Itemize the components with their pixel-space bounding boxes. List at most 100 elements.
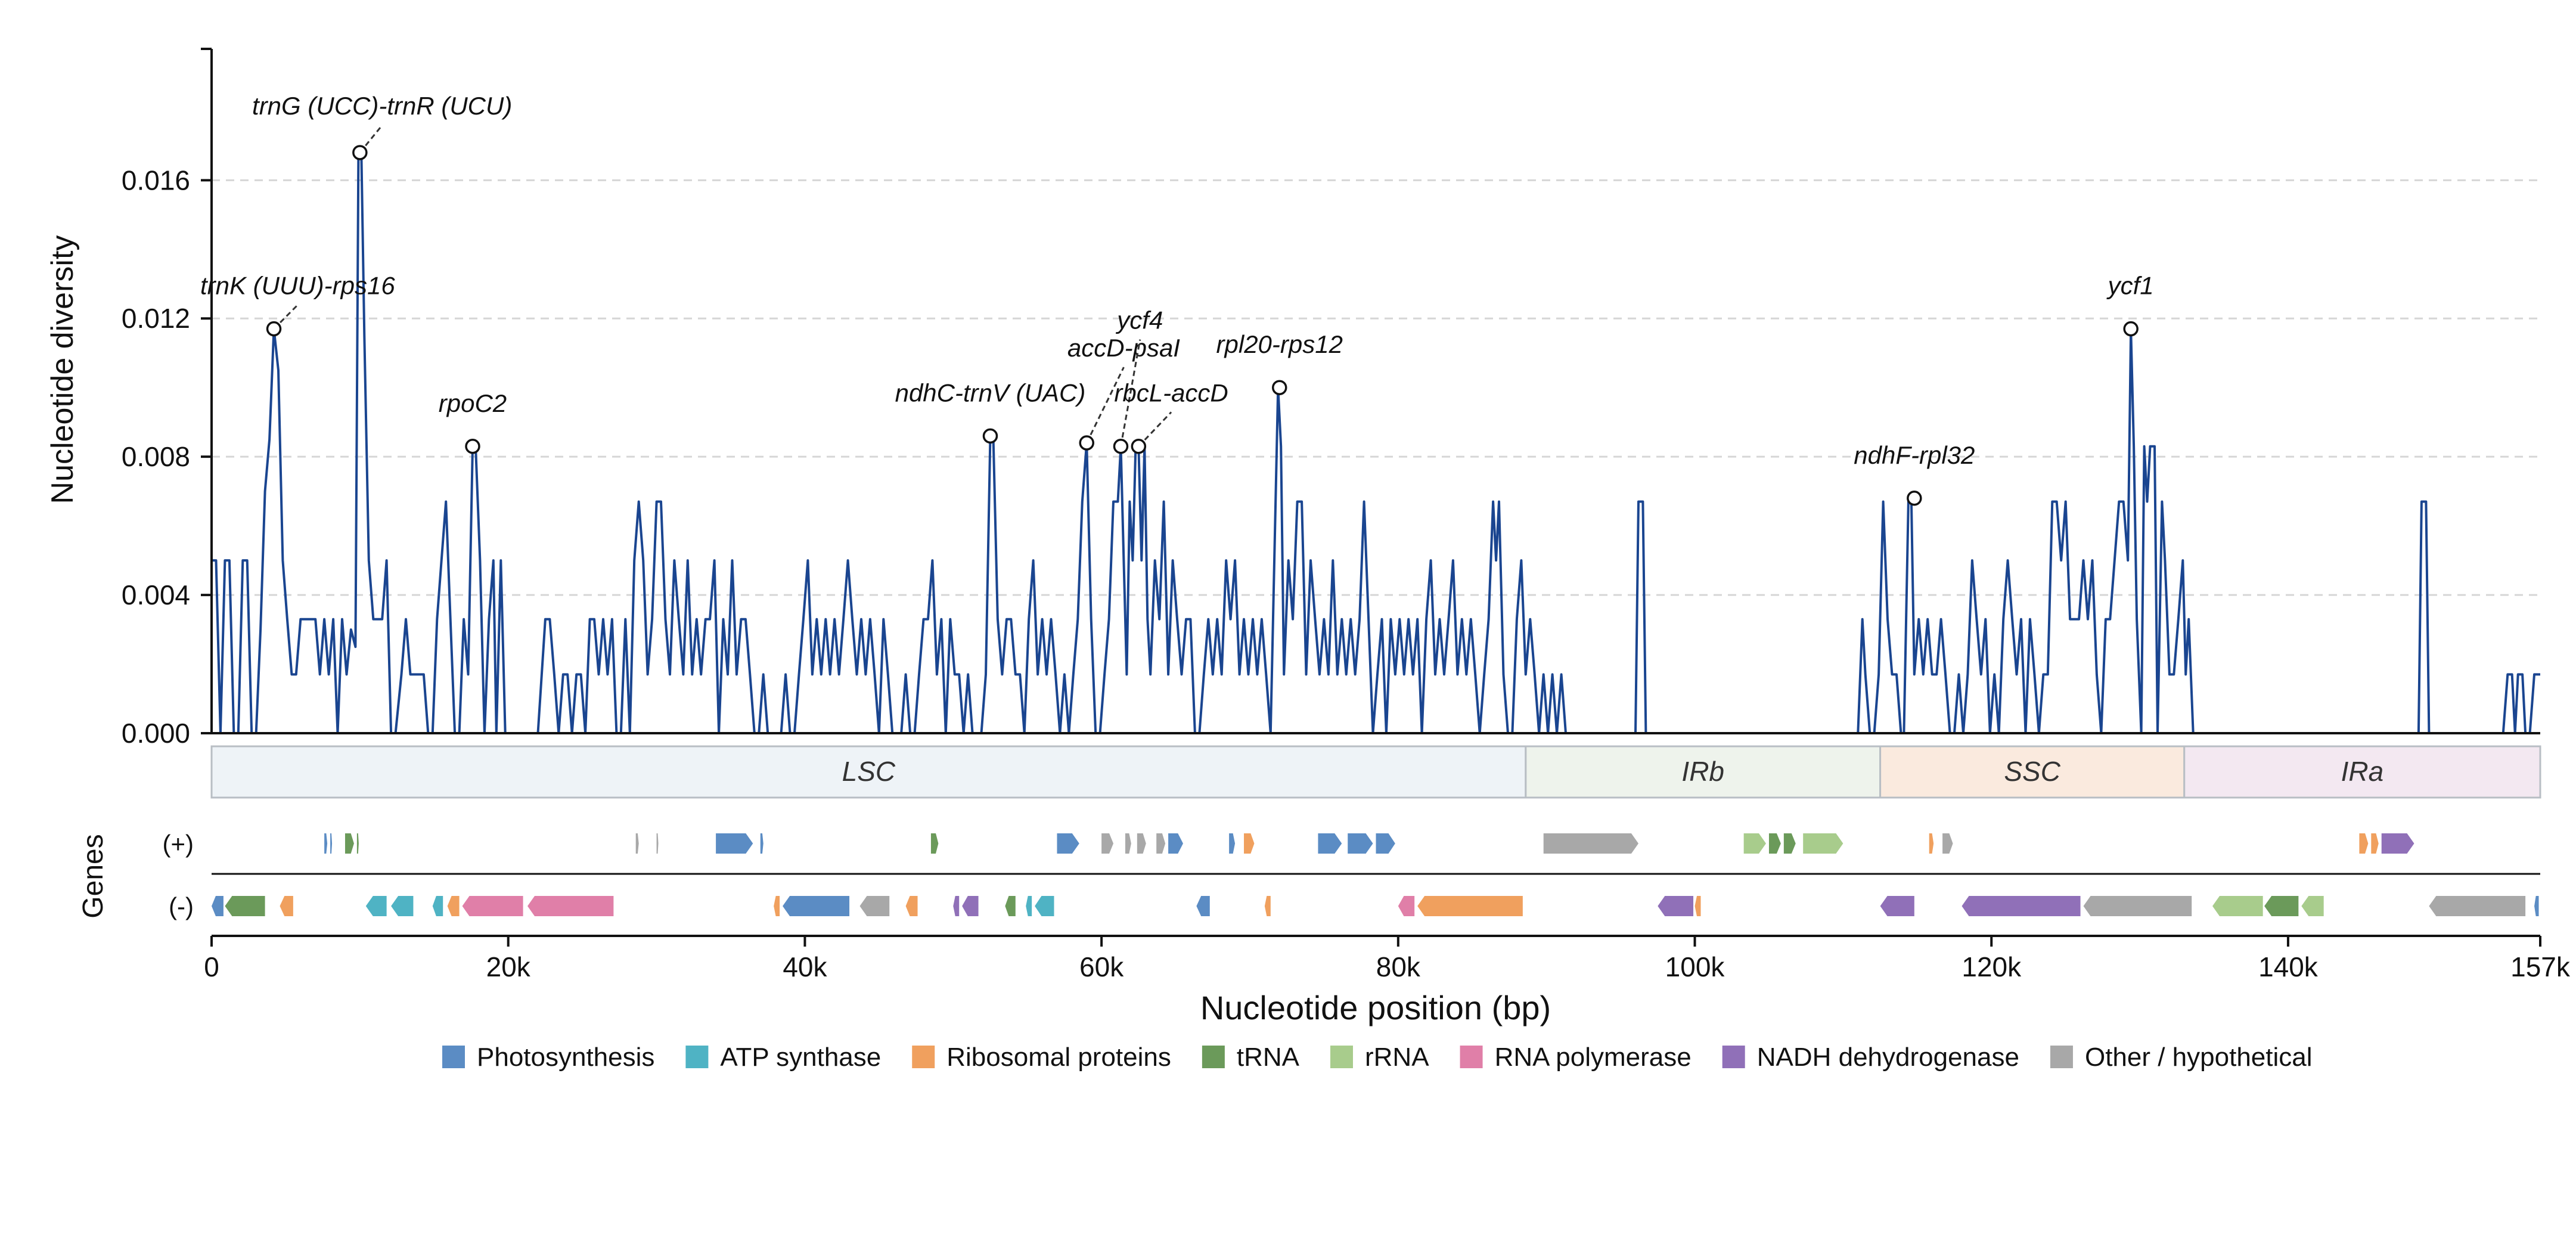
- gene-block: [1962, 896, 2081, 916]
- x-tick-label: 157k: [2510, 951, 2571, 982]
- gene-block: [859, 896, 890, 916]
- minus-strand-label: (-): [169, 892, 194, 920]
- gene-block: [1942, 833, 1953, 854]
- gene-block: [1137, 833, 1146, 854]
- genome-regions: LSC IRb SSC IRa: [210, 745, 2541, 799]
- x-tick-label: 100k: [1665, 951, 1725, 982]
- gene-block: [905, 896, 918, 916]
- legend-swatch: [1722, 1046, 1745, 1068]
- gene-block: [1168, 833, 1183, 854]
- gene-block: [1694, 896, 1701, 916]
- gene-block: [2264, 896, 2299, 916]
- gene-block: [774, 896, 780, 916]
- peak-marker: [1079, 435, 1094, 451]
- gene-block: [1057, 833, 1079, 854]
- y-tick-label: 0.008: [122, 441, 190, 472]
- gene-block: [2083, 896, 2192, 916]
- peak-marker: [982, 428, 998, 444]
- region-box: [1525, 745, 1882, 799]
- region-label: LSC: [842, 756, 896, 787]
- gene-block: [1005, 896, 1016, 916]
- genes-track-label: Genes: [77, 834, 109, 918]
- gene-block: [1543, 833, 1638, 854]
- gene-block: [930, 833, 939, 854]
- gene-block: [953, 896, 960, 916]
- gene-block: [462, 896, 523, 916]
- peak-annotations: trnK (UUU)-rps16 trnG (UCC)-trnR (UCU) rpo…: [200, 92, 2154, 506]
- annotation-label: ycf1: [2106, 272, 2154, 300]
- gene-block: [212, 896, 224, 916]
- annotation-label: rpoC2: [439, 389, 507, 417]
- y-tick-label: 0.012: [122, 303, 190, 334]
- gene-block: [1026, 896, 1032, 916]
- legend-swatch: [442, 1046, 465, 1068]
- gene-block: [1376, 833, 1395, 854]
- legend-swatch: [1460, 1046, 1483, 1068]
- axes: 0.000 0.004 0.008 0.012 0.016 0 20k 40k 60k 80k 10…: [122, 48, 2571, 982]
- region-box: [1879, 745, 2186, 799]
- gene-block: [527, 896, 614, 916]
- gene-block: [760, 833, 764, 854]
- gene-block: [1417, 896, 1523, 916]
- region-label: SSC: [2004, 756, 2060, 787]
- legend: Photosynthesis ATP synthase Ribosomal prot…: [442, 1043, 2313, 1072]
- x-tick-label: 40k: [783, 951, 827, 982]
- gene-block: [2381, 833, 2414, 854]
- legend-label: tRNA: [1237, 1043, 1300, 1072]
- gene-block: [1348, 833, 1373, 854]
- x-axis-label: Nucleotide position (bp): [1200, 989, 1551, 1026]
- legend-label: Photosynthesis: [477, 1043, 654, 1072]
- gene-block: [1264, 896, 1271, 916]
- x-tick-label: 60k: [1079, 951, 1124, 982]
- annotation-label: ycf4: [1115, 306, 1163, 334]
- annotation-label: ndhF-rpl32: [1854, 441, 1975, 469]
- gene-block: [1743, 833, 1766, 854]
- gene-block: [1244, 833, 1255, 854]
- region-label: IRb: [1681, 756, 1724, 787]
- peak-marker: [1131, 439, 1147, 454]
- gene-block: [1156, 833, 1166, 854]
- gene-tracks: [212, 833, 2540, 937]
- plus-strand-label: (+): [163, 830, 194, 858]
- gene-block: [1783, 833, 1796, 854]
- annotation-label: accD-psaI: [1067, 334, 1180, 362]
- gene-block: [1929, 833, 1934, 854]
- gene-block: [1125, 833, 1131, 854]
- gene-block: [2371, 833, 2379, 854]
- gene-block: [2534, 896, 2539, 916]
- annotation-label: ndhC-trnV (UAC): [895, 379, 1086, 407]
- gene-block: [447, 896, 460, 916]
- peak-marker: [352, 145, 368, 160]
- annotation-label: rpl20-rps12: [1216, 330, 1343, 358]
- legend-label: RNA polymerase: [1495, 1043, 1692, 1072]
- grid-lines: [212, 179, 2540, 596]
- y-axis-label: Nucleotide diversity: [45, 235, 80, 504]
- gene-block: [2359, 833, 2369, 854]
- annotation-label: rbcL-accD: [1114, 379, 1228, 407]
- gene-block: [962, 896, 979, 916]
- gene-block: [391, 896, 414, 916]
- gene-block: [783, 896, 850, 916]
- gene-block: [324, 833, 328, 854]
- diversity-line: [212, 151, 2540, 734]
- gene-block: [1318, 833, 1342, 854]
- gene-block: [432, 896, 443, 916]
- region-box: [2183, 745, 2541, 799]
- legend-label: NADH dehydrogenase: [1757, 1043, 2019, 1072]
- gene-block: [1880, 896, 1914, 916]
- gene-block: [1803, 833, 1843, 854]
- legend-swatch: [1202, 1046, 1225, 1068]
- y-tick-label: 0.004: [122, 579, 190, 610]
- peak-marker: [2123, 321, 2139, 337]
- legend-label: ATP synthase: [720, 1043, 881, 1072]
- gene-block: [280, 896, 293, 916]
- legend-swatch: [1330, 1046, 1353, 1068]
- legend-swatch: [912, 1046, 935, 1068]
- region-box: [210, 745, 1527, 799]
- gene-block: [1101, 833, 1114, 854]
- y-tick-label: 0.016: [122, 165, 190, 196]
- gene-block: [1196, 896, 1210, 916]
- legend-label: Other / hypothetical: [2085, 1043, 2313, 1072]
- gene-block: [2301, 896, 2324, 916]
